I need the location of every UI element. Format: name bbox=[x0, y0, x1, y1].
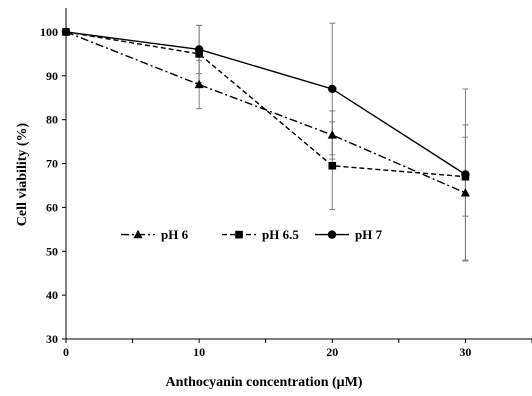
y-tick-label: 80 bbox=[46, 113, 58, 127]
data-point bbox=[194, 79, 204, 89]
data-point bbox=[461, 170, 470, 179]
legend: pH 6 pH 6.5 pH 7 bbox=[121, 227, 383, 242]
x-tick-label: 20 bbox=[326, 345, 338, 359]
data-point bbox=[327, 130, 337, 139]
y-axis-title: Cell viability (%) bbox=[15, 122, 30, 226]
legend-label: pH 7 bbox=[355, 227, 383, 242]
legend-marker bbox=[235, 230, 243, 239]
data-point bbox=[460, 188, 471, 197]
legend-label: pH 6 bbox=[161, 227, 189, 242]
data-point bbox=[328, 84, 337, 94]
axes: 30 40 50 60 70 80 90 100 0 10 20 30 bbox=[40, 8, 532, 359]
y-tick-label: 50 bbox=[46, 244, 58, 258]
series-line bbox=[65, 31, 466, 176]
y-tick-label: 30 bbox=[46, 332, 58, 346]
x-axis-title: Anthocyanin concentration (μM) bbox=[166, 375, 363, 390]
legend-marker bbox=[327, 230, 337, 239]
y-tick-label: 70 bbox=[46, 157, 58, 171]
y-tick-label: 90 bbox=[46, 69, 58, 83]
x-tick-label: 0 bbox=[63, 345, 69, 359]
y-tick-label: 40 bbox=[46, 288, 58, 302]
legend-marker bbox=[133, 229, 143, 239]
data-point bbox=[61, 27, 71, 37]
data-point bbox=[194, 45, 204, 54]
data-point bbox=[328, 161, 337, 170]
series-markers bbox=[61, 27, 471, 197]
series-line bbox=[65, 31, 466, 194]
data-point bbox=[195, 50, 203, 58]
series-line bbox=[65, 31, 466, 178]
legend-label: pH 6.5 bbox=[262, 227, 299, 242]
x-tick-label: 30 bbox=[459, 345, 471, 359]
y-tick-label: 60 bbox=[46, 200, 58, 214]
x-tick-label: 10 bbox=[193, 345, 205, 359]
series-lines bbox=[65, 31, 466, 194]
y-tick-label: 100 bbox=[40, 25, 58, 39]
error-bars bbox=[196, 22, 469, 262]
